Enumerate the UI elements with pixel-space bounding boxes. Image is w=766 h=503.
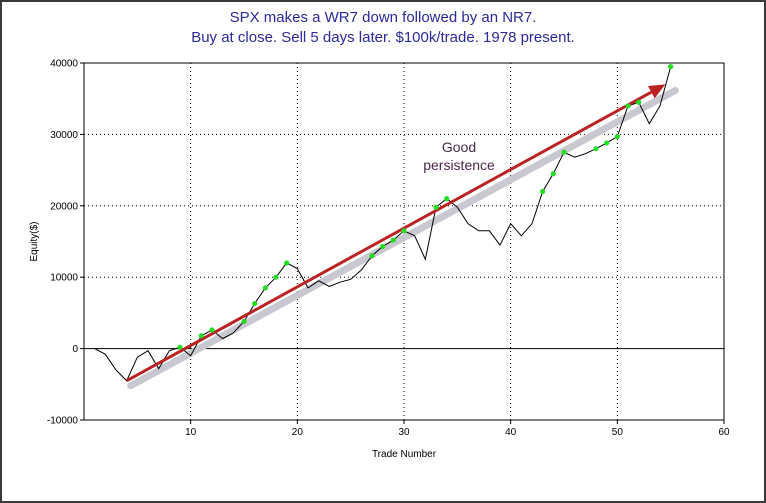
new-high-point <box>390 237 396 243</box>
new-high-point <box>241 318 247 325</box>
x-tick-label: 10 <box>185 427 197 438</box>
x-axis-label: Trade Number <box>372 449 437 460</box>
plot-marks <box>94 63 679 390</box>
new-high-point <box>625 103 631 109</box>
trend-arrow-shadow <box>127 86 679 390</box>
new-high-point <box>369 253 375 259</box>
new-high-point <box>198 333 204 339</box>
y-tick-label: -10000 <box>47 416 79 427</box>
new-high-point <box>593 146 599 152</box>
y-tick-label: 40000 <box>50 59 78 70</box>
new-high-point <box>444 196 450 202</box>
x-tick-label: 20 <box>292 427 304 438</box>
grid-lines <box>84 63 724 420</box>
y-tick-label: 20000 <box>50 201 78 212</box>
new-high-point <box>284 260 290 266</box>
chart-title: SPX makes a WR7 down followed by an NR7. <box>229 9 537 26</box>
annotation-line-1: Good <box>442 139 476 155</box>
new-high-point <box>614 133 620 140</box>
new-high-point <box>433 204 439 210</box>
y-axis-label: Equity($) <box>29 221 40 261</box>
chart-subtitle: Buy at close. Sell 5 days later. $100k/t… <box>191 29 575 46</box>
new-high-point <box>636 99 642 105</box>
new-high-point <box>209 327 215 333</box>
x-tick-label: 50 <box>612 427 624 438</box>
y-tick-label: 10000 <box>50 273 78 284</box>
x-tick-label: 30 <box>398 427 410 438</box>
new-high-point <box>540 188 546 195</box>
new-high-point <box>380 243 386 250</box>
new-high-point <box>401 228 407 234</box>
y-tick-label: 0 <box>72 344 78 355</box>
axis-ticks: 10 20 30 40 50 60 -10000 0 10000 20000 30000 40000 <box>47 59 730 439</box>
equity-line <box>94 66 672 382</box>
annotation-line-2: persistence <box>423 157 495 173</box>
x-tick-label: 60 <box>718 427 730 438</box>
new-high-point <box>550 171 556 177</box>
new-high-point <box>604 140 610 146</box>
y-tick-label: 30000 <box>50 130 78 141</box>
x-tick-label: 40 <box>505 427 517 438</box>
trend-arrow-head <box>647 84 666 99</box>
new-high-point <box>262 285 268 291</box>
new-high-point <box>273 274 279 280</box>
new-high-point <box>668 63 674 70</box>
new-high-point <box>561 149 567 155</box>
trend-arrow-shaft <box>125 90 653 383</box>
new-high-point <box>252 301 258 307</box>
new-high-point <box>177 344 183 350</box>
